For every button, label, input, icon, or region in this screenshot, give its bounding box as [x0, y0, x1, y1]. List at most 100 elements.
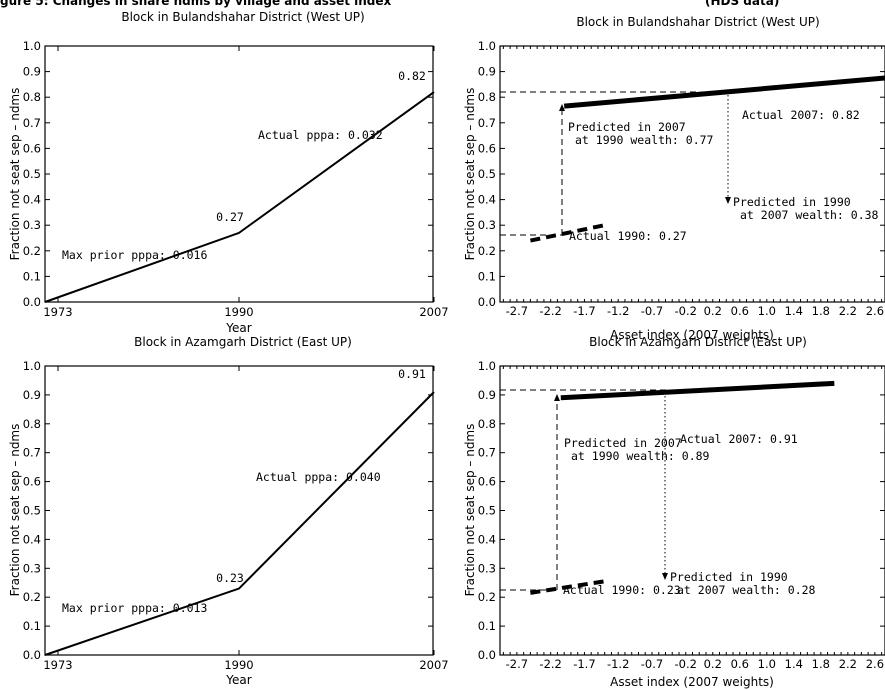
y-tick-label: 0.2 [23, 590, 41, 604]
x-tick-label: 1990 [224, 658, 253, 672]
y-tick-label: 0.9 [478, 65, 496, 79]
y-tick-label: 0.7 [23, 446, 41, 460]
data-label: 0.91 [398, 367, 426, 381]
axis-ticks [45, 45, 435, 303]
annotation-predicted-2007: Predicted in 2007 at 1990 wealth: 0.77 [568, 120, 714, 147]
y-tick-label: 0.7 [478, 446, 496, 460]
panel-azamgarh-asset: Block in Azamgarh District (East UP) 0.0… [463, 335, 885, 689]
annotation-actual-1990: Actual 1990: 0.27 [569, 229, 687, 243]
y-tick-label: 1.0 [23, 359, 41, 373]
series-line-1990 [529, 223, 606, 243]
panel-bulandshahar-asset: Block in Bulandshahar District (West UP)… [463, 15, 885, 342]
y-axis-label: Fraction not seat sep – ndms [463, 424, 477, 597]
y-tick-label: 0.5 [478, 167, 496, 181]
annotation-actual-pppa: Actual pppa: 0.032 [258, 128, 383, 142]
x-tick-label: -0.7 [641, 304, 663, 318]
arrow-head [725, 197, 731, 204]
plot-frame [44, 45, 434, 303]
y-tick-label: 0.9 [23, 65, 41, 79]
y-tick-label: 0.3 [478, 561, 496, 575]
y-tick-label: 0.8 [23, 417, 41, 431]
y-tick-label: 0.8 [478, 417, 496, 431]
data-label: 0.23 [216, 571, 244, 585]
y-tick-label: 0.2 [478, 244, 496, 258]
x-tick-label: 1.0 [758, 304, 776, 318]
x-tick-labels: -2.7 -2.2 -1.7 -1.2 -0.7 -0.2 0.2 0.6 1.0 1.4 1.8 2… [506, 657, 884, 671]
y-tick-label: 0.0 [478, 295, 496, 309]
annotation-actual-2007: Actual 2007: 0.82 [742, 108, 860, 122]
y-tick-label: 0.1 [478, 269, 496, 283]
figure-header: gure 5: Changes in share ndms by village… [0, 0, 885, 8]
y-tick-label: 0.3 [23, 218, 41, 232]
chart-title: Block in Bulandshahar District (West UP) [576, 15, 819, 29]
x-axis-label: Year [225, 321, 251, 335]
annotation-max-prior: Max prior pppa: 0.013 [62, 601, 207, 615]
chart-title: Block in Azamgarh District (East UP) [589, 335, 807, 349]
y-tick-label: 0.4 [478, 532, 496, 546]
x-tick-label: 0.6 [731, 657, 749, 671]
y-tick-label: 0.4 [23, 532, 41, 546]
data-label: 0.82 [398, 69, 426, 83]
axis-ticks [500, 45, 885, 303]
figure-header-right: (HDS data) [705, 0, 780, 8]
x-tick-label: -1.7 [573, 304, 595, 318]
y-tick-label: 0.5 [478, 504, 496, 518]
y-tick-label: 0.8 [478, 90, 496, 104]
chart-title: Block in Azamgarh District (East UP) [134, 335, 352, 349]
x-tick-label: -2.2 [539, 657, 561, 671]
x-axis-label: Year [225, 673, 251, 687]
series-line-1990 [530, 579, 606, 595]
y-tick-label: 1.0 [478, 39, 496, 53]
annotation-predicted-1990: Predicted in 1990 at 2007 wealth: 0.28 [670, 570, 816, 597]
annotation-max-prior: Max prior pppa: 0.016 [62, 248, 207, 262]
x-tick-label: 1973 [43, 658, 72, 672]
y-tick-label: 0.1 [23, 269, 41, 283]
annotation-predicted-2007: Predicted in 2007 at 1990 wealth: 0.89 [564, 436, 710, 463]
chart-title: Block in Bulandshahar District (West UP) [121, 10, 364, 24]
arrow-head [559, 104, 565, 111]
x-tick-label: 2007 [419, 658, 448, 672]
y-tick-label: 1.0 [478, 359, 496, 373]
annotation-actual-pppa: Actual pppa: 0.040 [256, 470, 381, 484]
y-tick-labels: 0.0 0.1 0.2 0.3 0.4 0.5 0.6 0.7 0.8 0.9 1.0 [23, 359, 41, 662]
x-tick-label: -0.2 [675, 657, 697, 671]
y-tick-label: 0.0 [23, 295, 41, 309]
y-tick-label: 0.7 [478, 116, 496, 130]
y-tick-label: 0.0 [478, 648, 496, 662]
y-tick-label: 0.2 [23, 244, 41, 258]
y-tick-label: 0.3 [23, 561, 41, 575]
x-tick-label: -0.7 [641, 657, 663, 671]
data-label: 0.27 [216, 210, 244, 224]
y-tick-label: 0.1 [23, 619, 41, 633]
x-tick-label: 0.2 [704, 657, 722, 671]
y-tick-label: 0.8 [23, 90, 41, 104]
series-line-2007 [560, 380, 835, 401]
y-tick-label: 0.2 [478, 590, 496, 604]
x-axis-label: Asset index (2007 weights) [610, 328, 774, 342]
x-tick-label: 2007 [419, 305, 448, 319]
x-tick-label: -1.7 [573, 657, 595, 671]
y-tick-label: 0.5 [23, 504, 41, 518]
y-tick-label: 0.6 [23, 141, 41, 155]
x-tick-label: 0.6 [731, 304, 749, 318]
y-tick-label: 0.1 [478, 619, 496, 633]
x-tick-label: -2.7 [506, 657, 528, 671]
x-tick-label: 1.0 [758, 657, 776, 671]
x-tick-label: -0.2 [675, 304, 697, 318]
annotation-actual-1990: Actual 1990: 0.23 [563, 583, 681, 597]
x-tick-label: 2.6 [866, 657, 884, 671]
x-axis-label: Asset index (2007 weights) [610, 675, 774, 689]
x-tick-label: -2.2 [539, 304, 561, 318]
y-tick-label: 0.5 [23, 167, 41, 181]
x-tick-label: 1.8 [812, 304, 830, 318]
x-tick-label: 2.6 [866, 304, 884, 318]
x-tick-label: 1990 [224, 305, 253, 319]
plot-frame [499, 365, 885, 656]
annotation-predicted-1990: Predicted in 1990 at 2007 wealth: 0.38 [733, 195, 879, 222]
x-tick-label: 2.2 [839, 304, 857, 318]
y-tick-label: 0.6 [23, 475, 41, 489]
y-axis-label: Fraction not seat sep – ndms [8, 424, 22, 597]
x-tick-label: 1.4 [785, 304, 803, 318]
y-tick-labels: 0.0 0.1 0.2 0.3 0.4 0.5 0.6 0.7 0.8 0.9 1.0 [23, 39, 41, 309]
y-axis-label: Fraction not seat sep – ndms [8, 88, 22, 261]
